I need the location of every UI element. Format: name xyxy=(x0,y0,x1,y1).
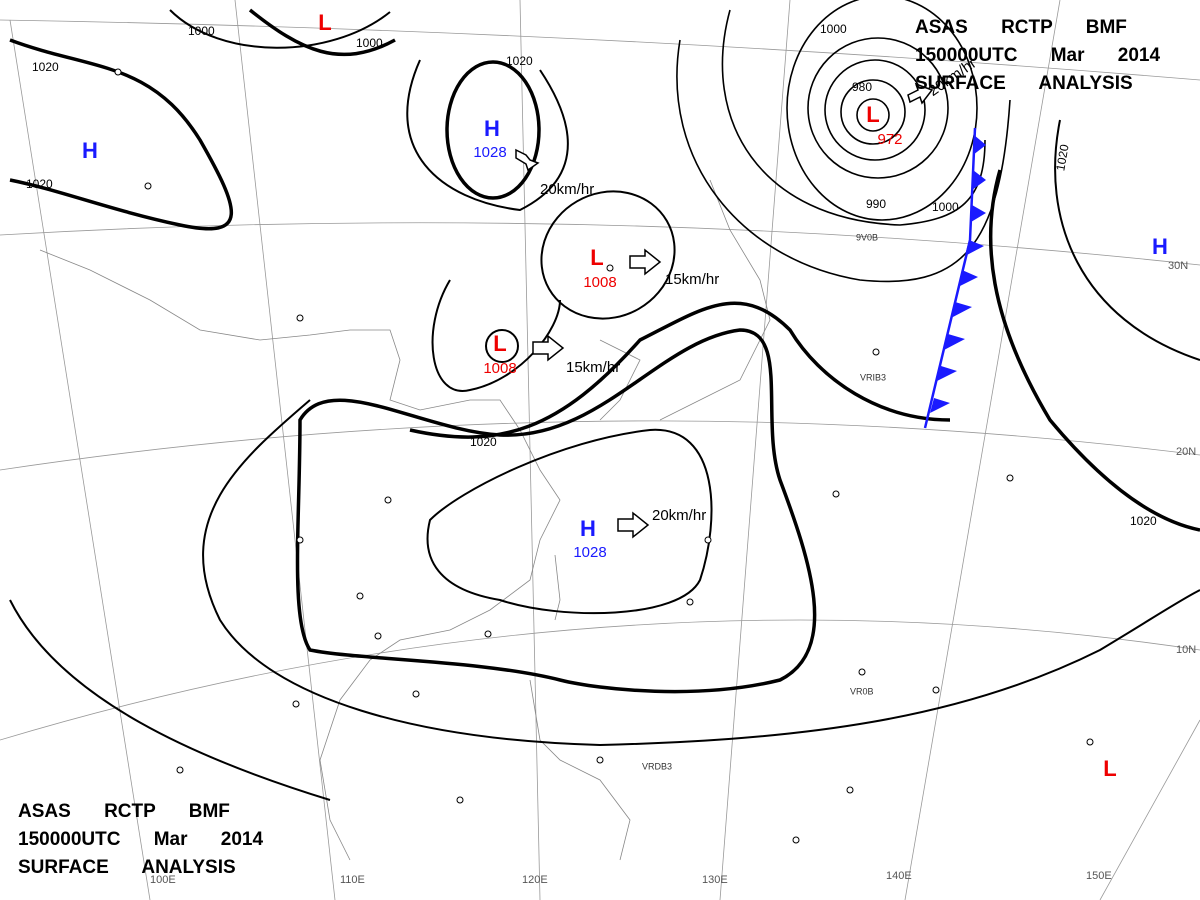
motion-label: 15km/hr xyxy=(566,359,620,376)
grid-labels: 10N 20N 30N 100E 110E 120E 130E 140E 150… xyxy=(150,260,1196,886)
isobar xyxy=(9,599,331,801)
grid-label: 140E xyxy=(886,870,912,882)
center-symbol: H xyxy=(580,516,596,541)
grid-label: 100E xyxy=(150,874,176,886)
header-line: ASAS RCTP BMF xyxy=(915,17,1127,38)
station-id: VRDB3 xyxy=(642,761,672,771)
pressure-centers: L H H 1028 L 1008 L 1008 H 1028 L 972 H … xyxy=(82,10,1168,781)
isobar-label: 1000 xyxy=(932,200,959,214)
station-id: 9V0B xyxy=(856,232,878,242)
typhoon-isobars xyxy=(676,0,1011,283)
header-line: SURFACE ANALYSIS xyxy=(18,857,236,878)
center-symbol: H xyxy=(484,116,500,141)
center-value: 1028 xyxy=(473,144,506,161)
center-value: 1008 xyxy=(483,360,516,377)
isobar-label: 990 xyxy=(866,197,886,211)
motion-arrows xyxy=(515,82,934,539)
station-id: VRIB3 xyxy=(860,372,886,382)
grid-label: 130E xyxy=(702,874,728,886)
isobar xyxy=(540,190,676,320)
center-symbol: L xyxy=(318,10,331,35)
isobar-label: 1020 xyxy=(506,54,533,68)
grid-label: 120E xyxy=(522,874,548,886)
isobar xyxy=(295,328,817,694)
center-symbol: H xyxy=(82,138,98,163)
stations xyxy=(114,68,1094,844)
motion-label: 15km/hr xyxy=(665,271,719,288)
isobar-label: 1020 xyxy=(1053,143,1071,172)
parallels xyxy=(0,19,1200,741)
isobar-label: 1000 xyxy=(188,24,215,38)
grid-label: 150E xyxy=(1086,870,1112,882)
header-line: ASAS RCTP BMF xyxy=(18,801,230,822)
station-id: VR0B xyxy=(850,686,874,696)
isobar xyxy=(426,428,713,615)
center-symbol: L xyxy=(866,102,879,127)
isobar-labels: 1000 1000 1020 1020 1020 1020 1020 1020 … xyxy=(26,22,1157,528)
grid-label: 110E xyxy=(340,874,365,886)
header-line: SURFACE ANALYSIS xyxy=(915,73,1133,94)
isobar xyxy=(485,329,519,363)
center-symbol: L xyxy=(1103,756,1116,781)
isobar xyxy=(169,9,391,49)
header-top: ASAS RCTP BMF 150000UTC Mar 2014 SURFACE… xyxy=(915,17,1160,94)
header-line: 150000UTC Mar 2014 xyxy=(18,829,263,850)
isobar xyxy=(248,8,396,57)
isobar xyxy=(406,59,569,392)
isobar-label: 1020 xyxy=(32,60,59,74)
isobar-label: 1000 xyxy=(356,36,383,50)
header-bottom: ASAS RCTP BMF 150000UTC Mar 2014 SURFACE… xyxy=(18,801,263,878)
motion-label: 20km/hr xyxy=(540,181,594,198)
front-triangles xyxy=(930,135,986,413)
isobar xyxy=(409,301,951,439)
isobars xyxy=(9,0,1200,801)
isobar-label: 980 xyxy=(852,80,872,94)
center-symbol: L xyxy=(590,245,603,270)
motion-label: 20km/hr xyxy=(652,507,706,524)
grid-label: 20N xyxy=(1176,446,1196,458)
cold-front xyxy=(923,127,986,429)
center-symbol: L xyxy=(493,331,506,356)
isobar-label: 1020 xyxy=(470,435,497,449)
isobar xyxy=(445,60,541,200)
isobar-label: 1020 xyxy=(1130,514,1157,528)
center-value: 1028 xyxy=(573,544,606,561)
coast-islands xyxy=(529,554,631,861)
front-line xyxy=(923,127,977,429)
isobar xyxy=(988,169,1200,532)
grid-label: 30N xyxy=(1168,260,1188,272)
center-symbol: H xyxy=(1152,234,1168,259)
center-value: 972 xyxy=(877,131,902,148)
center-value: 1008 xyxy=(583,274,616,291)
isobar-label: 1020 xyxy=(26,177,53,191)
header-line: 150000UTC Mar 2014 xyxy=(915,45,1160,66)
grid-label: 10N xyxy=(1176,644,1196,656)
coast-korea-japan xyxy=(599,179,771,421)
isobar-label: 1000 xyxy=(820,22,847,36)
isobar xyxy=(202,399,1200,747)
station-ids: VRDB3 VR0B VRIB3 9V0B xyxy=(642,232,886,771)
isobar xyxy=(9,38,233,231)
isobar xyxy=(1054,119,1200,361)
